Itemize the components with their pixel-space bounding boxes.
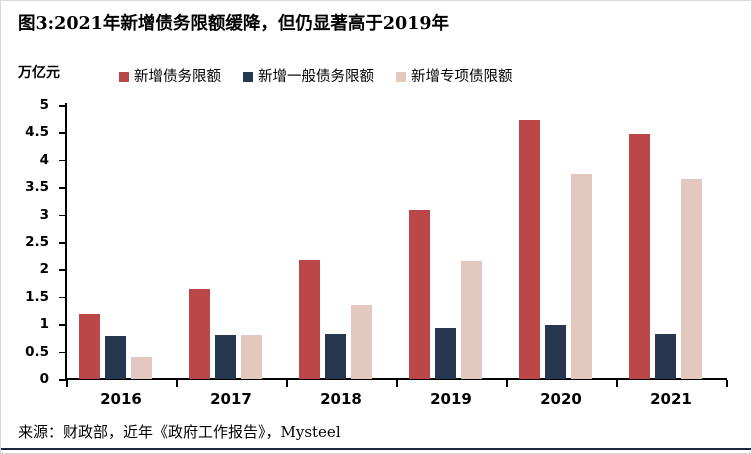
footer-divider bbox=[1, 448, 751, 450]
bar bbox=[628, 134, 650, 379]
y-axis-tick-label: 4 bbox=[39, 151, 49, 168]
x-axis-tick bbox=[506, 380, 508, 387]
legend-swatch-icon bbox=[243, 72, 253, 82]
bar bbox=[544, 325, 566, 379]
x-axis-label: 2018 bbox=[320, 390, 362, 408]
y-axis-tick-label: 1 bbox=[39, 316, 49, 333]
bar bbox=[78, 314, 100, 379]
x-axis-tick bbox=[66, 380, 68, 387]
legend-label: 新增债务限额 bbox=[134, 68, 221, 85]
y-axis-tick-label: 0 bbox=[39, 371, 49, 387]
x-axis-label: 2019 bbox=[430, 390, 472, 408]
y-axis-line bbox=[65, 103, 67, 381]
y-axis-tick bbox=[59, 242, 66, 244]
page-title: 图3:2021年新增债务限额缓降，但仍显著高于2019年 bbox=[18, 14, 450, 34]
y-axis-unit-label: 万亿元 bbox=[18, 65, 60, 81]
y-axis-tick-label: 4.5 bbox=[25, 124, 49, 141]
x-axis-tick bbox=[726, 380, 728, 387]
y-axis-tick bbox=[59, 296, 66, 299]
bar bbox=[104, 336, 126, 379]
y-axis-tick-label: 3.5 bbox=[25, 179, 49, 196]
y-axis-tick-label: 3 bbox=[39, 206, 49, 223]
y-axis-tick-label: 2 bbox=[39, 261, 49, 278]
y-axis-tick bbox=[59, 351, 66, 354]
y-axis-tick bbox=[59, 269, 66, 271]
bar bbox=[654, 334, 676, 379]
y-axis-tick bbox=[59, 324, 66, 326]
legend-swatch-icon bbox=[396, 72, 406, 82]
y-axis-tick-label: 2.5 bbox=[25, 234, 49, 250]
y-axis-tick bbox=[59, 132, 66, 134]
x-axis-tick bbox=[286, 380, 288, 387]
bar bbox=[518, 119, 540, 379]
legend-label: 新增专项债限额 bbox=[411, 68, 513, 85]
bar bbox=[408, 210, 430, 379]
bar bbox=[350, 305, 372, 379]
x-axis-tick bbox=[396, 380, 398, 387]
bar bbox=[240, 335, 262, 379]
source-note: 来源：财政部，近年《政府工作报告》，Mysteel bbox=[18, 423, 341, 441]
bar bbox=[130, 357, 152, 379]
x-axis-label: 2017 bbox=[210, 390, 252, 408]
y-axis-tick bbox=[59, 187, 66, 189]
bar bbox=[570, 173, 592, 379]
y-axis-tick bbox=[59, 379, 66, 381]
bar bbox=[680, 178, 702, 379]
legend-label: 新增一般债务限额 bbox=[258, 68, 374, 85]
y-axis-tick-label: 0.5 bbox=[25, 343, 49, 360]
bar bbox=[298, 259, 320, 379]
legend-swatch-icon bbox=[119, 72, 129, 82]
bar bbox=[324, 333, 346, 379]
x-axis-tick bbox=[616, 380, 618, 387]
bar bbox=[434, 328, 456, 379]
y-axis-tick-label: 1.5 bbox=[25, 288, 49, 305]
x-axis-label: 2020 bbox=[540, 390, 582, 408]
x-axis-line bbox=[65, 378, 727, 380]
x-axis-tick bbox=[176, 380, 178, 387]
chart-legend: 新增债务限额 新增一般债务限额 新增专项债限额 bbox=[119, 67, 513, 87]
bar bbox=[188, 289, 210, 379]
bar bbox=[214, 335, 236, 379]
y-axis-tick bbox=[59, 214, 66, 217]
legend-item[interactable]: 新增债务限额 bbox=[119, 70, 221, 85]
legend-item[interactable]: 新增专项债限额 bbox=[396, 70, 513, 85]
x-axis-label: 2021 bbox=[650, 390, 692, 408]
y-axis-tick-label: 5 bbox=[39, 97, 49, 113]
y-axis-tick bbox=[59, 159, 66, 162]
bar bbox=[460, 261, 482, 379]
y-axis-tick bbox=[59, 105, 66, 107]
plot-area bbox=[66, 105, 726, 379]
legend-item[interactable]: 新增一般债务限额 bbox=[243, 70, 374, 85]
x-axis-label: 2016 bbox=[100, 390, 142, 408]
